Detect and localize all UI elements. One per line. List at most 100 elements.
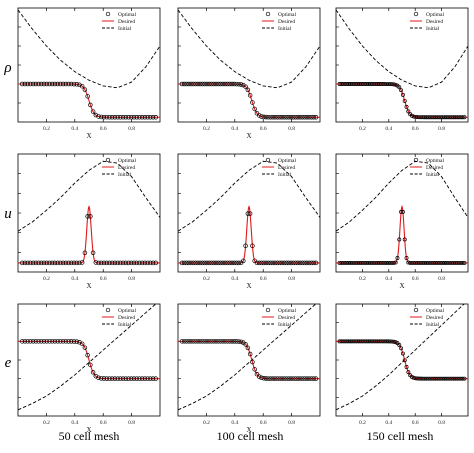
optimal-point — [277, 114, 282, 120]
optimal-point — [368, 339, 373, 344]
optimal-point — [28, 339, 33, 344]
optimal-point — [433, 376, 438, 381]
optimal-point — [382, 260, 387, 265]
optimal-point — [373, 82, 378, 86]
x-tick-label: 0.2 — [359, 276, 366, 282]
optimal-point — [381, 260, 385, 265]
optimal-point — [241, 258, 246, 264]
x-tick-label: 0.6 — [260, 276, 267, 282]
optimal-point — [220, 339, 226, 344]
optimal-point — [284, 260, 289, 266]
optimal-point — [429, 115, 434, 120]
optimal-point — [275, 260, 280, 266]
optimal-point — [413, 114, 418, 119]
optimal-point — [120, 260, 126, 266]
optimal-point — [71, 339, 77, 344]
optimal-point — [431, 260, 436, 265]
optimal-point — [302, 260, 307, 266]
optimal-point — [361, 82, 366, 86]
optimal-point — [184, 260, 189, 266]
optimal-point — [422, 376, 427, 381]
optimal-point — [79, 341, 85, 347]
optimal-point — [142, 114, 148, 120]
optimal-point — [384, 82, 389, 86]
optimal-point — [150, 260, 156, 266]
optimal-point — [58, 260, 63, 266]
optimal-point — [297, 376, 303, 381]
optimal-point — [139, 260, 145, 266]
optimal-point — [55, 260, 60, 266]
optimal-point — [428, 376, 433, 381]
optimal-point — [440, 115, 445, 120]
optimal-point — [206, 260, 212, 266]
optimal-point — [446, 376, 451, 381]
optimal-point — [353, 260, 358, 265]
optimal-point — [134, 376, 139, 381]
optimal-point — [300, 260, 305, 266]
optimal-point — [397, 237, 402, 242]
optimal-point — [440, 260, 445, 265]
optimal-point — [431, 115, 436, 120]
optimal-point — [362, 260, 367, 265]
optimal-point — [295, 114, 301, 120]
optimal-point — [71, 81, 77, 87]
optimal-point — [243, 342, 248, 347]
optimal-point — [364, 82, 369, 86]
optimal-point — [88, 362, 93, 368]
legend-optimal-label: Optimal — [426, 158, 444, 164]
legend-desired-label: Desired — [278, 165, 295, 171]
optimal-point — [406, 109, 411, 114]
optimal-point — [344, 260, 349, 265]
optimal-point — [288, 260, 294, 266]
optimal-point — [346, 260, 351, 265]
legend-initial-label: Initial — [118, 172, 132, 178]
optimal-point — [397, 85, 402, 90]
optimal-point — [428, 115, 433, 120]
optimal-point — [30, 339, 36, 344]
optimal-point — [200, 260, 205, 266]
x-tick-label: 0.8 — [438, 126, 445, 132]
optimal-point — [444, 260, 449, 265]
optimal-point — [234, 339, 239, 344]
optimal-point — [220, 81, 226, 87]
optimal-point — [382, 339, 387, 344]
optimal-point — [148, 376, 153, 381]
optimal-point — [281, 114, 287, 120]
legend-optimal-marker — [105, 307, 111, 313]
optimal-point — [63, 260, 69, 266]
x-tick-label: 0.4 — [71, 126, 78, 132]
legend-initial-label: Initial — [426, 172, 440, 178]
optimal-point — [60, 339, 66, 344]
optimal-point — [302, 376, 307, 381]
optimal-point — [371, 260, 376, 265]
optimal-point — [426, 115, 431, 120]
optimal-point — [150, 376, 156, 381]
optimal-point — [104, 114, 109, 120]
optimal-point — [272, 114, 278, 120]
optimal-point — [85, 94, 90, 99]
optimal-point — [359, 260, 364, 265]
legend-optimal-marker — [413, 11, 419, 17]
optimal-point — [188, 81, 194, 87]
optimal-point — [250, 243, 255, 249]
optimal-point — [238, 339, 244, 345]
optimal-point — [388, 260, 393, 265]
optimal-point — [145, 376, 150, 381]
optimal-point — [311, 114, 317, 120]
optimal-point — [435, 260, 440, 265]
series-initial — [336, 160, 468, 232]
optimal-point — [402, 358, 407, 363]
optimal-point — [411, 114, 416, 119]
optimal-point — [200, 339, 205, 344]
optimal-point — [204, 339, 210, 344]
optimal-point — [410, 375, 414, 379]
optimal-point — [272, 260, 278, 266]
optimal-point — [272, 376, 278, 381]
optimal-point — [85, 352, 90, 358]
optimal-point — [25, 81, 30, 87]
x-tick-label: 0.4 — [231, 276, 238, 282]
optimal-point — [386, 82, 391, 86]
optimal-point — [388, 82, 393, 87]
